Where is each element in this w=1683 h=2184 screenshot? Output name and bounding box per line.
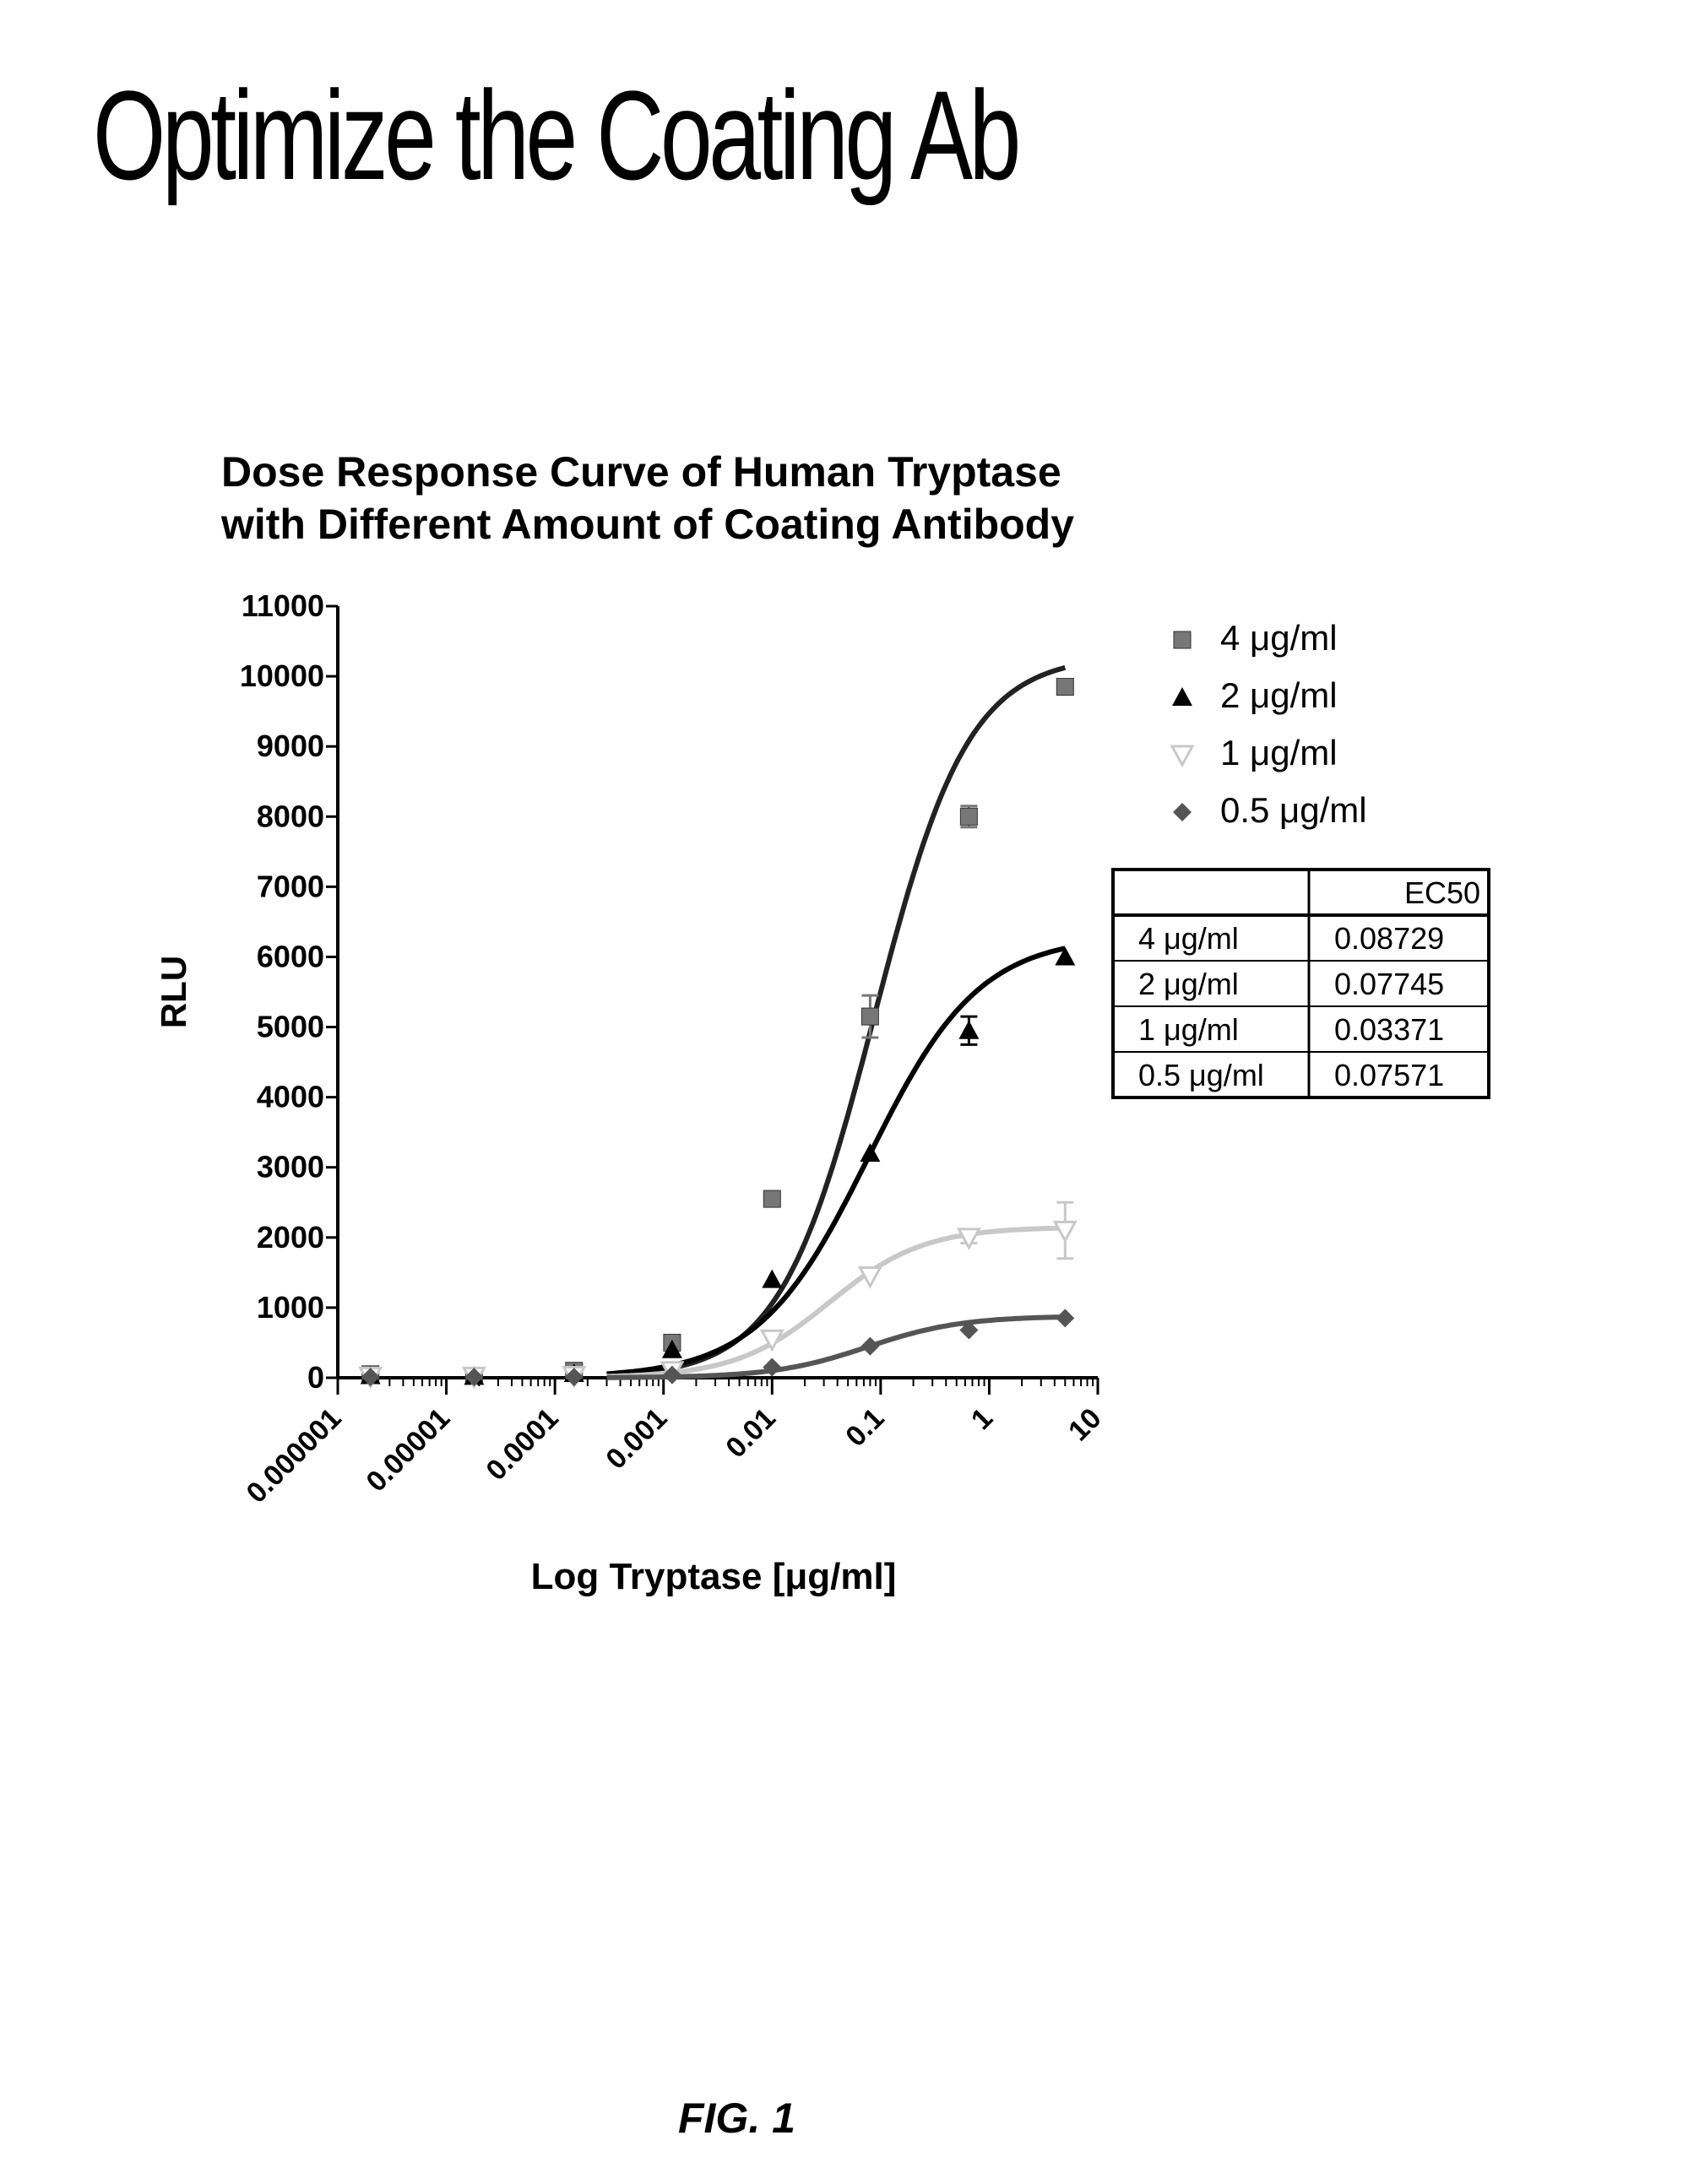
x-tick-label: 0.00001 [360, 1402, 456, 1498]
y-tick-label: 0 [307, 1360, 324, 1395]
y-tick-label: 7000 [257, 869, 324, 903]
chart-axes: 0100020003000400050006000700080009000100… [154, 588, 1108, 1597]
y-tick-label: 1000 [257, 1290, 324, 1325]
ec50-table: EC50 4 μg/ml 0.08729 2 μg/ml 0.07745 1 μg/ml 0… [1113, 870, 1489, 1097]
data-point [763, 1190, 780, 1207]
table-row-ec50: 0.08729 [1334, 921, 1444, 956]
legend: 4 μg/ml 2 μg/ml 1 μg/ml 0.5 μg/ml [1172, 618, 1367, 830]
table-row-ec50: 0.07571 [1334, 1058, 1444, 1092]
table-row-label: 1 μg/ml [1138, 1012, 1239, 1047]
legend-marker [1173, 803, 1192, 821]
data-point [861, 1008, 878, 1025]
table-row-ec50: 0.07745 [1334, 967, 1444, 1001]
x-axis-label: Log Tryptase [μg/ml] [531, 1556, 897, 1597]
data-points [361, 679, 1076, 1387]
y-tick-label: 2000 [257, 1220, 324, 1255]
legend-label: 1 μg/ml [1220, 733, 1338, 772]
y-tick-label: 9000 [257, 729, 324, 763]
x-tick-label: 0.1 [839, 1402, 890, 1453]
data-point [762, 1270, 782, 1288]
legend-marker [1172, 687, 1192, 706]
y-tick-label: 4000 [257, 1080, 324, 1114]
fit-curve [607, 668, 1066, 1375]
y-tick-label: 5000 [257, 1010, 324, 1044]
table-row-label: 4 μg/ml [1138, 921, 1239, 956]
y-axis-label: RLU [154, 956, 193, 1028]
x-tick-label: 1 [965, 1402, 999, 1436]
x-tick-label: 0.000001 [241, 1402, 348, 1509]
data-point [861, 1337, 879, 1356]
legend-marker [1174, 631, 1191, 648]
table-row-label: 0.5 μg/ml [1138, 1058, 1264, 1092]
y-tick-label: 3000 [257, 1150, 324, 1184]
table-row-ec50: 0.03371 [1334, 1012, 1444, 1047]
x-tick-label: 0.0001 [480, 1402, 564, 1487]
legend-label: 4 μg/ml [1220, 618, 1338, 658]
data-point [1056, 679, 1073, 696]
figure-label: FIG. 1 [678, 2094, 795, 2143]
table-row-label: 2 μg/ml [1138, 967, 1239, 1001]
fit-curves [607, 668, 1066, 1378]
x-tick-label: 0.001 [600, 1402, 673, 1476]
data-point [958, 1229, 979, 1248]
x-tick-label: 0.01 [719, 1402, 782, 1465]
table-header-ec50: EC50 [1404, 875, 1480, 910]
y-tick-label: 11000 [242, 588, 324, 623]
y-tick-label: 6000 [257, 939, 324, 973]
y-tick-label: 10000 [240, 658, 324, 693]
legend-label: 2 μg/ml [1220, 675, 1338, 715]
y-tick-label: 8000 [257, 799, 324, 833]
data-point [958, 1021, 979, 1039]
data-point [1056, 1309, 1074, 1327]
x-tick-label: 10 [1062, 1402, 1108, 1448]
data-point [960, 808, 977, 825]
legend-label: 0.5 μg/ml [1220, 790, 1367, 830]
legend-marker [1172, 746, 1192, 765]
data-point [1055, 1222, 1075, 1241]
data-point [860, 1143, 880, 1162]
